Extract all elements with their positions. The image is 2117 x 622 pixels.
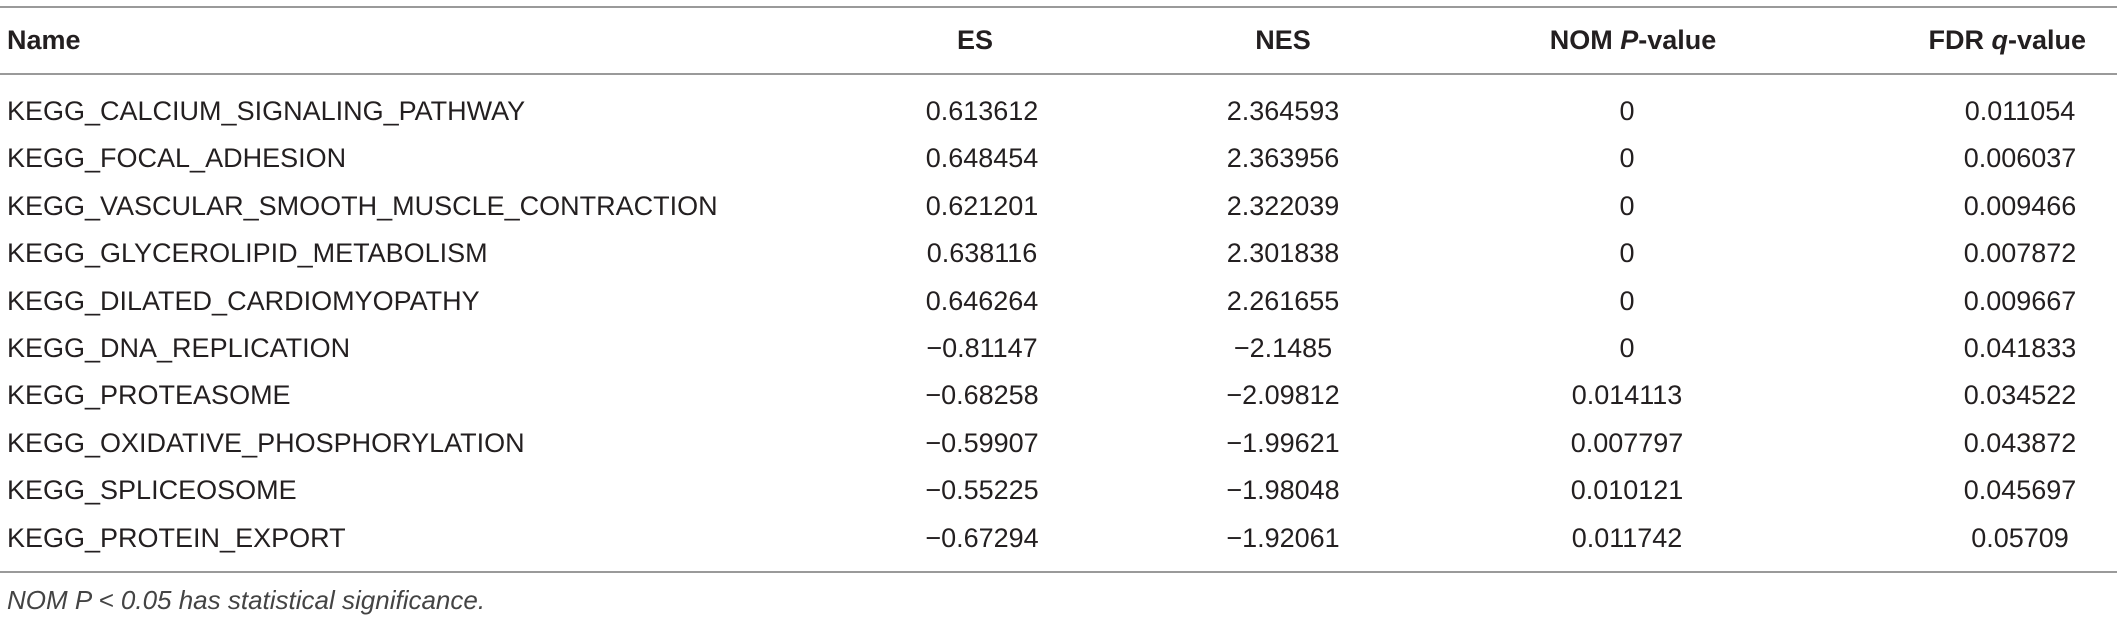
header-text: NES bbox=[1255, 25, 1311, 55]
column-header: FDR q-value bbox=[1928, 23, 2086, 57]
header-text: NOM bbox=[1549, 25, 1621, 55]
cell-value: 2.261655 bbox=[1226, 285, 1340, 316]
cell-value: 2.301838 bbox=[1226, 238, 1340, 269]
cell-value: 0.638116 bbox=[926, 238, 1038, 269]
column-header: NOM P-value bbox=[1550, 23, 1717, 57]
header-text: q bbox=[1991, 25, 2008, 55]
cell-value: 2.322039 bbox=[1226, 190, 1340, 221]
row-name: KEGG_VASCULAR_SMOOTH_MUSCLE_CONTRACTION bbox=[7, 190, 718, 221]
cell-value: 0.034522 bbox=[1963, 380, 2077, 411]
cell-value: −0.68258 bbox=[925, 380, 1039, 411]
header-text: ES bbox=[956, 25, 994, 55]
column-header: NES bbox=[1255, 23, 1311, 57]
cell-value: −0.67294 bbox=[925, 522, 1039, 553]
cell-value: 0.011742 bbox=[1571, 522, 1683, 553]
header-text: Name bbox=[7, 25, 81, 55]
cell-value: −1.99621 bbox=[1226, 427, 1340, 458]
cell-value: 0 bbox=[1619, 238, 1635, 269]
cell-value: 0.648454 bbox=[925, 143, 1039, 174]
cell-value: −2.09812 bbox=[1226, 380, 1340, 411]
column-header: ES bbox=[957, 23, 993, 57]
header-text: FDR bbox=[1928, 25, 1992, 55]
cell-value: 0.006037 bbox=[1963, 143, 2077, 174]
header-text: P bbox=[1620, 25, 1639, 55]
top-rule bbox=[0, 6, 2117, 8]
row-name: KEGG_PROTEIN_EXPORT bbox=[7, 522, 346, 553]
bottom-rule bbox=[0, 571, 2117, 573]
cell-value: 0.011054 bbox=[1964, 96, 2076, 126]
cell-value: 0 bbox=[1619, 285, 1635, 316]
row-name: KEGG_DILATED_CARDIOMYOPATHY bbox=[7, 285, 480, 316]
cell-value: 0.045697 bbox=[1963, 475, 2077, 506]
cell-value: 0.009667 bbox=[1963, 285, 2077, 316]
cell-value: 0.007872 bbox=[1963, 238, 2077, 269]
cell-value: 0.007797 bbox=[1570, 427, 1684, 458]
cell-value: 0 bbox=[1619, 190, 1635, 221]
header-text: -value bbox=[2007, 25, 2086, 55]
cell-value: −0.59907 bbox=[925, 427, 1039, 458]
cell-value: 0 bbox=[1619, 143, 1635, 174]
header-rule bbox=[0, 73, 2117, 75]
column-header: Name bbox=[7, 23, 81, 57]
cell-value: 0 bbox=[1619, 333, 1635, 363]
cell-value: 2.363956 bbox=[1226, 143, 1340, 174]
cell-value: 0.646264 bbox=[925, 285, 1039, 316]
cell-value: 0.613612 bbox=[925, 96, 1039, 126]
cell-value: 0.010121 bbox=[1570, 475, 1684, 506]
row-name: KEGG_FOCAL_ADHESION bbox=[7, 143, 347, 174]
cell-value: 0.009466 bbox=[1963, 190, 2077, 221]
cell-value: 0.041833 bbox=[1963, 333, 2077, 363]
cell-value: −1.92061 bbox=[1226, 522, 1340, 553]
footnote: NOM P < 0.05 has statistical significanc… bbox=[7, 585, 486, 615]
cell-value: 0.05709 bbox=[1971, 522, 2069, 553]
row-name: KEGG_CALCIUM_SIGNALING_PATHWAY bbox=[7, 96, 526, 126]
cell-value: 0 bbox=[1619, 96, 1635, 126]
cell-value: −0.55225 bbox=[925, 475, 1039, 506]
cell-value: −1.98048 bbox=[1226, 475, 1340, 506]
cell-value: 0.014113 bbox=[1571, 380, 1683, 411]
row-name: KEGG_DNA_REPLICATION bbox=[7, 333, 351, 363]
cell-value: 2.364593 bbox=[1226, 96, 1340, 126]
cell-value: 0.621201 bbox=[925, 190, 1039, 221]
cell-value: −2.1485 bbox=[1233, 333, 1333, 363]
row-name: KEGG_SPLICEOSOME bbox=[7, 475, 297, 506]
row-name: KEGG_GLYCEROLIPID_METABOLISM bbox=[7, 238, 488, 269]
row-name: KEGG_PROTEASOME bbox=[7, 380, 291, 411]
cell-value: 0.043872 bbox=[1963, 427, 2077, 458]
header-text: -value bbox=[1638, 25, 1717, 55]
row-name: KEGG_OXIDATIVE_PHOSPHORYLATION bbox=[7, 427, 525, 458]
cell-value: −0.81147 bbox=[926, 333, 1038, 363]
